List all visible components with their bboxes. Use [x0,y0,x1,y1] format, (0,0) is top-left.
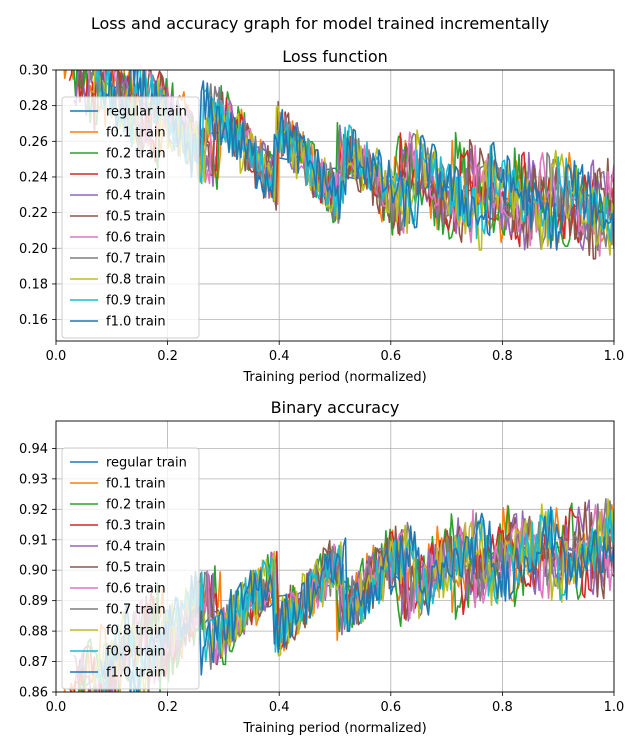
x-tick-label: 1.0 [604,700,625,715]
x-tick-label: 0.2 [157,349,178,364]
legend-box [61,447,200,690]
x-tick-label: 0.4 [269,349,290,364]
accuracy-chart-title: Binary accuracy [271,398,400,417]
legend-label: f0.4 train [106,540,166,555]
accuracy-legend: regular train f0.1 train f0.2 train f0.3 tr… [61,447,200,690]
legend-label: f0.4 train [106,189,166,204]
accuracy-chart: Binary accuracy Training period (normali… [19,398,624,736]
accuracy-plot-frame [55,420,615,693]
legend-label: f0.2 train [106,498,166,513]
accuracy-ticks: 0.0 0.2 0.4 0.6 0.8 1.0 0.86 0.87 0.88 0.89 0.90 0.… [19,442,624,715]
y-tick-label: 0.30 [19,64,48,79]
y-tick-label: 0.24 [19,170,48,185]
legend-label: f0.1 train [106,477,166,492]
legend-label: f1.0 train [106,666,166,681]
x-tick-label: 1.0 [604,349,625,364]
loss-ticks: 0.0 0.2 0.4 0.6 0.8 1.0 0.16 0.18 0.20 0.22 0.24 0.… [19,64,624,365]
legend-label: f0.7 train [106,603,166,618]
y-tick-label: 0.89 [19,594,48,609]
x-tick-label: 0.0 [46,700,67,715]
x-tick-label: 0.8 [492,700,513,715]
y-tick-label: 0.93 [19,472,48,487]
legend-label: f0.9 train [106,294,166,309]
loss-chart: Loss function Training period (normalize… [19,47,624,385]
x-tick-label: 0.8 [492,349,513,364]
legend-label: f0.6 train [106,582,166,597]
y-tick-label: 0.94 [19,442,48,457]
y-tick-label: 0.16 [19,313,48,328]
legend-label: f0.1 train [106,126,166,141]
legend-label: f0.6 train [106,231,166,246]
legend-label: f0.2 train [106,147,166,162]
x-tick-label: 0.2 [157,700,178,715]
y-tick-label: 0.18 [19,277,48,292]
y-tick-label: 0.91 [19,533,48,548]
x-tick-label: 0.6 [380,349,401,364]
legend-box [61,96,200,339]
legend-label: f0.3 train [106,168,166,183]
y-tick-label: 0.28 [19,99,48,114]
loss-legend: regular train f0.1 train f0.2 train f0.3 tr… [61,96,200,339]
y-tick-label: 0.22 [19,206,48,221]
legend-label: regular train [106,456,187,471]
loss-chart-title: Loss function [282,47,388,66]
y-tick-label: 0.92 [19,503,48,518]
legend-label: f0.7 train [106,252,166,267]
y-tick-label: 0.86 [19,686,48,701]
x-tick-label: 0.6 [380,700,401,715]
y-tick-label: 0.90 [19,564,48,579]
y-tick-label: 0.87 [19,655,48,670]
accuracy-chart-xlabel: Training period (normalized) [242,721,426,736]
legend-label: f0.8 train [106,624,166,639]
legend-label: f0.8 train [106,273,166,288]
y-tick-label: 0.20 [19,242,48,257]
y-tick-label: 0.88 [19,625,48,640]
legend-label: f0.5 train [106,561,166,576]
legend-label: f0.9 train [106,645,166,660]
x-tick-label: 0.4 [269,700,290,715]
loss-chart-xlabel: Training period (normalized) [242,370,426,385]
y-tick-label: 0.26 [19,135,48,150]
x-tick-label: 0.0 [46,349,67,364]
loss-plot-frame [55,69,615,342]
legend-label: regular train [106,105,187,120]
legend-label: f0.3 train [106,519,166,534]
figure-title: Loss and accuracy graph for model traine… [91,14,549,33]
legend-label: f0.5 train [106,210,166,225]
legend-label: f1.0 train [106,315,166,330]
